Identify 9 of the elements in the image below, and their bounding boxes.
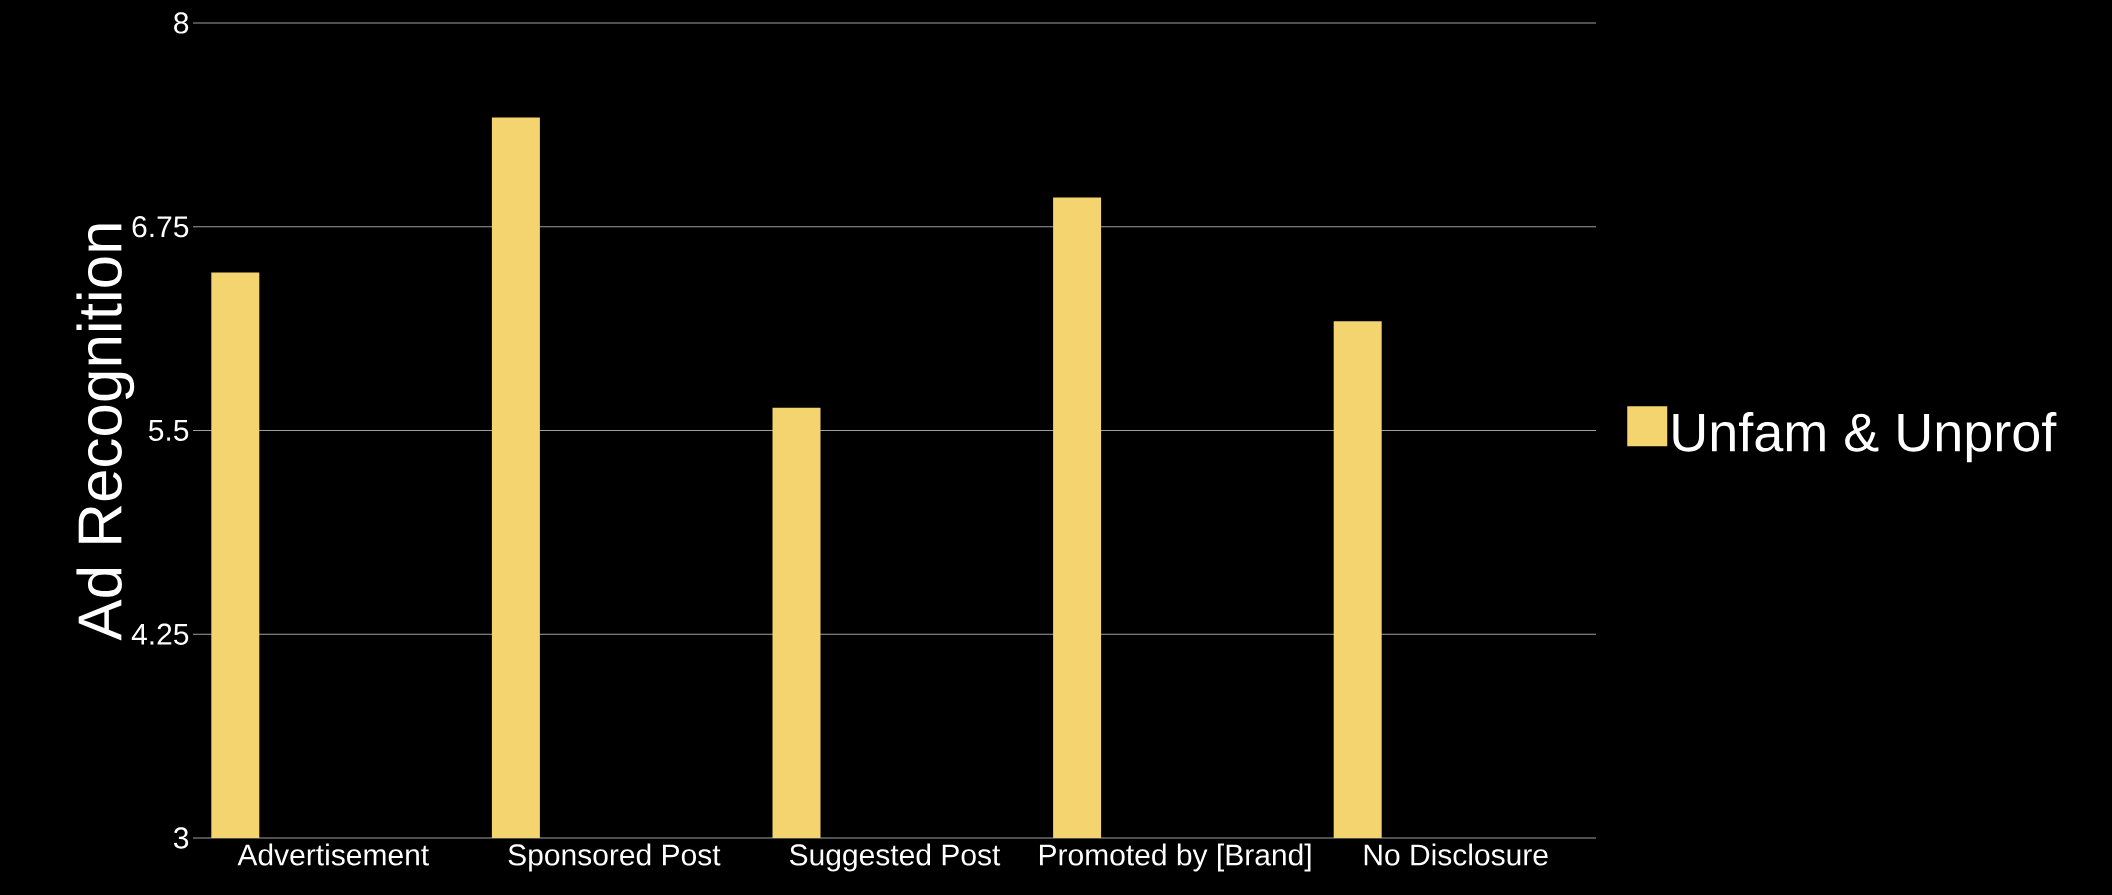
y-tick-label: 3 — [173, 827, 189, 849]
x-tick-label: Advertisement — [237, 843, 429, 866]
y-tick-label: 8 — [174, 12, 189, 34]
x-tick-label: Promoted by [Brand] — [1039, 843, 1311, 872]
y-tick-label: 5.5 — [148, 420, 189, 441]
x-tick-label: Sponsored Post — [508, 843, 721, 872]
x-tick-label: No Disclosure — [1364, 843, 1548, 866]
legend-label: Unfam & Unprof — [1673, 412, 2057, 463]
x-tick-label: Suggested Post — [789, 843, 1001, 872]
